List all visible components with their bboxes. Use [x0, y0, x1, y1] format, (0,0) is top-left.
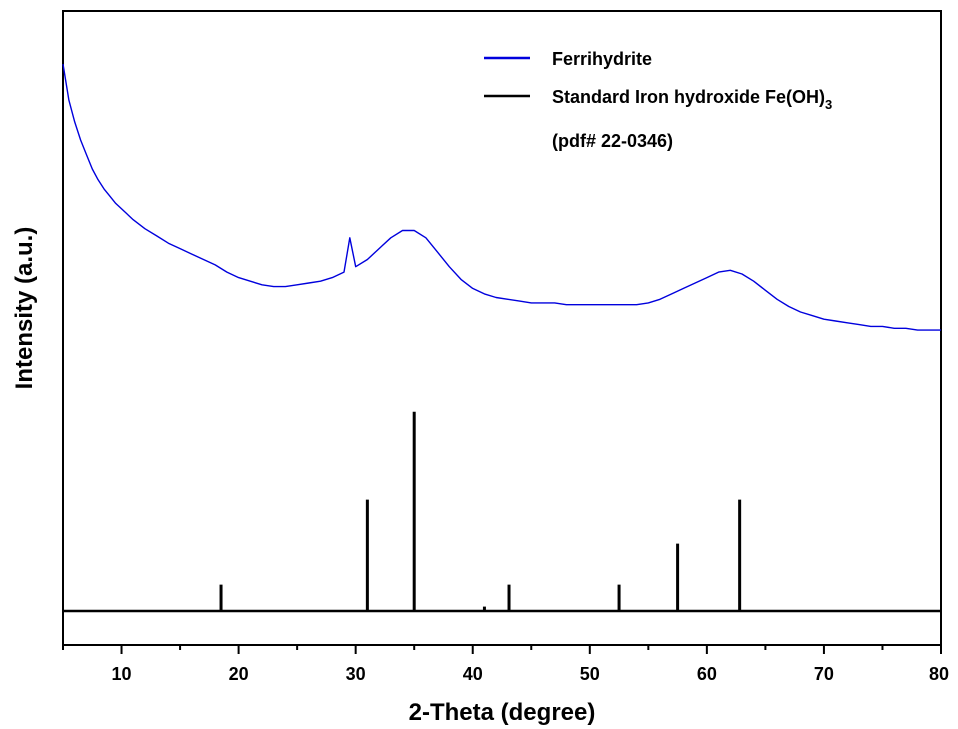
y-axis-title: Intensity (a.u.)	[11, 227, 38, 390]
x-tick-label: 10	[112, 664, 132, 684]
series-ferrihydrite-line	[62, 63, 941, 331]
legend-label-standard-main: Standard Iron hydroxide Fe(OH)	[552, 87, 825, 107]
legend-label-ferrihydrite: Ferrihydrite	[552, 49, 652, 69]
plot-frame	[62, 10, 942, 646]
x-tick-label: 80	[929, 664, 949, 684]
x-axis-title: 2-Theta (degree)	[409, 699, 596, 726]
reference-sticks	[219, 411, 742, 611]
x-tick-label: 20	[229, 664, 249, 684]
x-tick-label: 60	[697, 664, 717, 684]
x-tick-label: 40	[463, 664, 483, 684]
x-tick-label: 70	[814, 664, 834, 684]
x-tick-label: 30	[346, 664, 366, 684]
x-tick-label: 50	[580, 664, 600, 684]
legend-label-pdf: (pdf# 22-0346)	[552, 131, 673, 151]
x-axis-ticks: 10 20 30 40 50 60 70 80	[62, 645, 949, 684]
legend-label-standard: Standard Iron hydroxide Fe(OH)3	[552, 87, 832, 112]
legend-label-standard-subscript: 3	[825, 97, 832, 112]
legend: Ferrihydrite Standard Iron hydroxide Fe(…	[484, 49, 832, 151]
